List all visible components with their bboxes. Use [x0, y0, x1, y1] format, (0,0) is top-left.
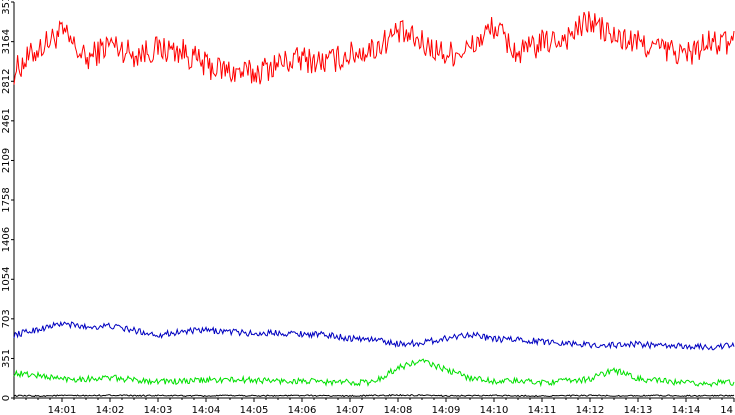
y-tick-label: 2461	[1, 108, 12, 133]
series-line	[13, 393, 735, 398]
x-tick-label: 14:07	[336, 405, 365, 415]
x-tick-label: 14:14	[672, 405, 701, 415]
x-tick-label: 14:13	[624, 405, 653, 415]
x-tick-label: 14:03	[144, 405, 173, 415]
y-tick-label: 703	[1, 309, 12, 328]
y-tick-label: 0	[1, 395, 12, 401]
x-tick-label: 14:05	[240, 405, 269, 415]
y-tick-label: 3164	[1, 29, 12, 54]
y-tick-label: 1406	[1, 227, 12, 252]
x-tick-label: 14:10	[480, 405, 509, 415]
x-tick-label: 14:12	[576, 405, 605, 415]
series-line	[13, 320, 735, 351]
y-tick-label: 3516	[1, 0, 12, 15]
y-tick-label: 2812	[1, 69, 12, 94]
y-axis: 0 351 703 1054 1406 1758 2109 2461 2812 3164 3516	[1, 0, 15, 401]
y-tick-label: 1054	[1, 267, 12, 292]
y-tick-label: 1758	[1, 187, 12, 212]
x-tick-label: 14:02	[96, 405, 125, 415]
y-tick-label: 2109	[1, 148, 12, 173]
x-axis: 14:01 14:02 14:03 14:04 14:05 14:06 14:07 14:08…	[13, 397, 735, 415]
x-tick-label: 14:11	[528, 405, 557, 415]
x-tick-label: 14:04	[192, 405, 221, 415]
x-tick-label: 14:09	[432, 405, 461, 415]
series-line	[13, 11, 735, 85]
x-tick-label: 14	[720, 405, 733, 415]
x-tick-label: 14:01	[48, 405, 77, 415]
series-line	[13, 358, 735, 388]
x-tick-label: 14:06	[288, 405, 317, 415]
x-tick-label: 14:08	[384, 405, 413, 415]
series-lines	[13, 11, 735, 398]
y-tick-label: 351	[1, 349, 12, 368]
